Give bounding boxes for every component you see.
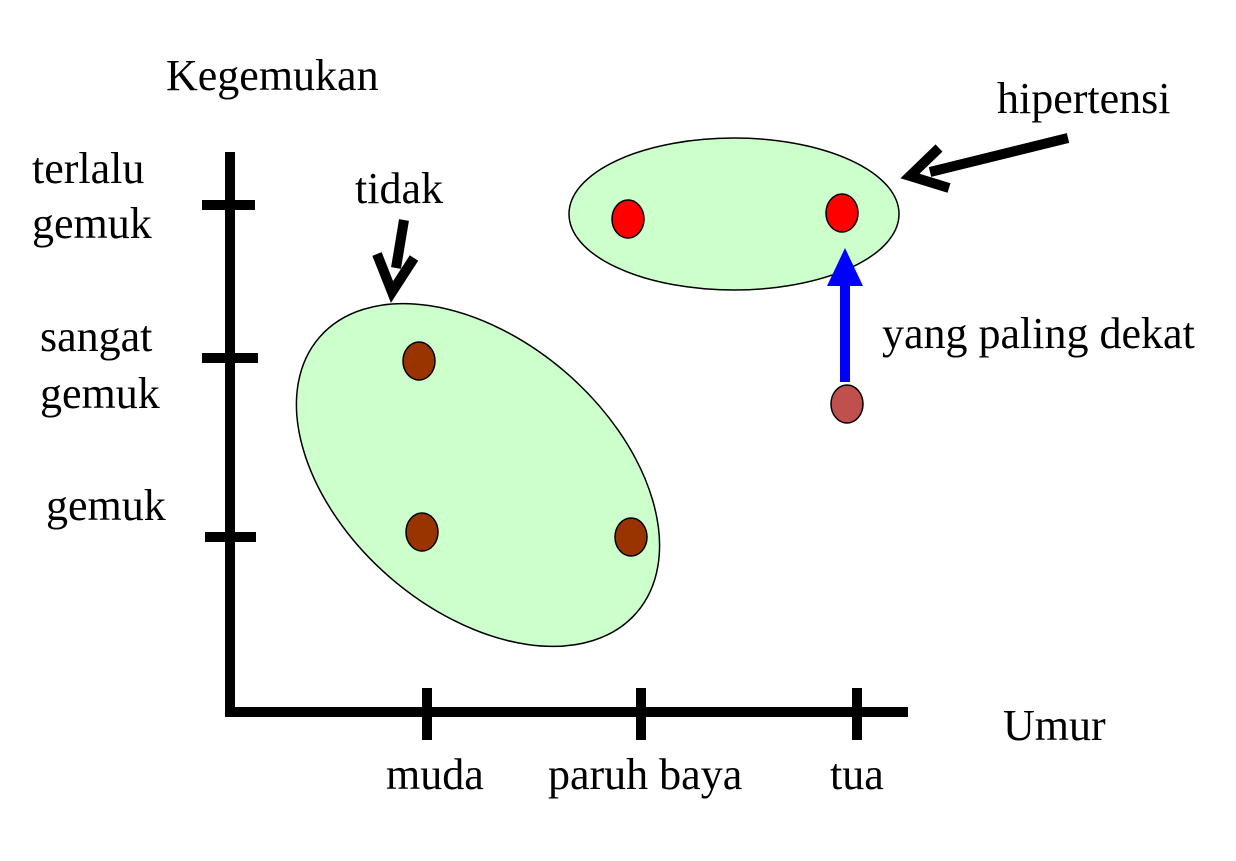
point-yes-paruh-baya-terlalu-gemuk: [611, 199, 645, 239]
hipertensi-arrow-shaft: [928, 133, 1070, 177]
x-label-tua: tua: [830, 750, 884, 799]
y-label-sangat-line1: sangat: [40, 312, 152, 361]
tidak-arrow-head: [372, 252, 419, 303]
tidak-arrow-shaft: [391, 219, 409, 269]
y-axis-title: Kegemukan: [166, 51, 379, 100]
annotation-nearest: yang paling dekat: [882, 309, 1195, 358]
x-axis-title: Umur: [1003, 701, 1106, 750]
y-label-terlalu-line1: terlalu: [32, 144, 144, 193]
y-label-sangat-line2: gemuk: [40, 369, 160, 418]
annotation-hipertensi: hipertensi: [997, 74, 1171, 123]
query-point: [830, 384, 864, 424]
hipertensi-arrow-head: [900, 144, 951, 193]
x-label-paruh-baya: paruh baya: [548, 750, 742, 799]
cluster-yes-ellipse: [568, 137, 900, 291]
nearest-arrow-head: [827, 248, 863, 286]
annotation-tidak: tidak: [355, 164, 443, 213]
y-label-terlalu-line2: gemuk: [32, 199, 152, 248]
y-label-gemuk: gemuk: [46, 481, 166, 530]
x-label-muda: muda: [386, 750, 484, 799]
point-no-muda-gemuk: [405, 512, 439, 552]
point-yes-tua-terlalu-gemuk: [825, 193, 859, 233]
point-no-paruh-baya-gemuk: [614, 517, 648, 557]
point-no-muda-sangat-gemuk: [402, 341, 436, 381]
cluster-no-ellipse: [295, 302, 661, 648]
